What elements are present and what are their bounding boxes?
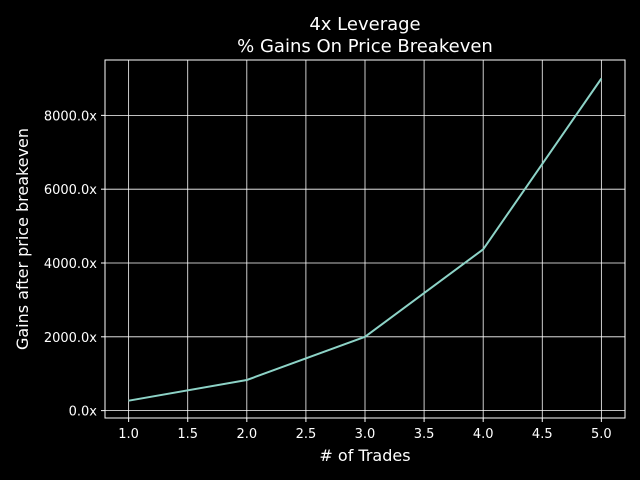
x-tick-label: 4.5 (532, 427, 553, 442)
x-tick-label: 4.0 (473, 427, 494, 442)
series-layer (128, 77, 603, 402)
x-axis-label: # of Trades (319, 446, 410, 465)
x-axis-ticks: 1.0 1.5 2.0 2.5 3.0 3.5 4.0 4.5 5.0 (118, 418, 612, 442)
y-axis-label: Gains after price breakeven (13, 128, 32, 350)
x-tick-label: 3.0 (355, 427, 376, 442)
y-tick-label: 0.0x (69, 405, 98, 420)
x-tick-label: 1.5 (177, 427, 198, 442)
y-tick-label: 4000.0x (44, 257, 97, 272)
x-tick-label: 5.0 (591, 427, 612, 442)
x-tick-label: 2.0 (236, 427, 257, 442)
y-tick-label: 6000.0x (44, 183, 97, 198)
x-tick-label: 3.5 (414, 427, 435, 442)
y-tick-label: 2000.0x (44, 331, 97, 346)
chart-title-line-2: % Gains On Price Breakeven (237, 36, 493, 57)
x-tick-label: 1.0 (118, 427, 139, 442)
y-tick-label: 8000.0x (44, 109, 97, 124)
y-axis-ticks: 0.0x 2000.0x 4000.0x 6000.0x 8000.0x (44, 109, 105, 420)
series-line (128, 77, 603, 402)
chart-title-line-1: 4x Leverage (309, 14, 420, 35)
x-tick-label: 2.5 (296, 427, 317, 442)
